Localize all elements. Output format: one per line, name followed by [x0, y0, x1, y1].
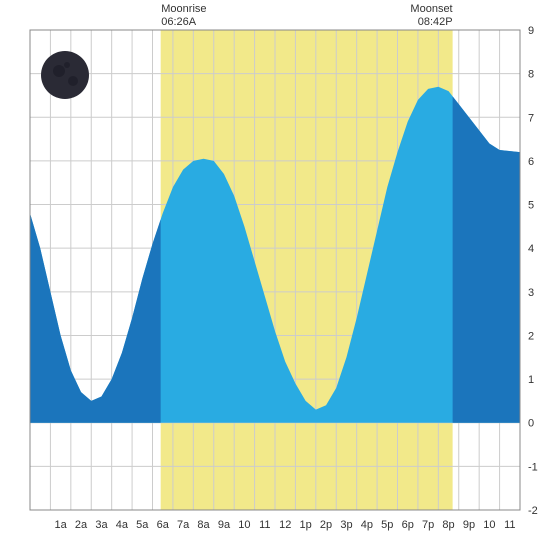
x-tick-label: 11	[504, 519, 515, 531]
x-tick-label: 3p	[340, 519, 352, 531]
x-tick-label: 2a	[75, 519, 88, 531]
y-tick-label: -2	[528, 505, 538, 517]
x-tick-label: 4p	[361, 519, 373, 531]
x-tick-label: 1a	[55, 519, 68, 531]
x-tick-label: 12	[279, 519, 291, 531]
y-tick-label: 7	[528, 112, 534, 124]
y-tick-label: 9	[528, 25, 534, 37]
x-tick-label: 8a	[197, 519, 210, 531]
x-tick-label: 11	[259, 519, 270, 531]
tide-area-night-am	[30, 213, 161, 422]
y-tick-label: 1	[528, 374, 534, 386]
x-tick-label: 6a	[157, 519, 170, 531]
y-tick-label: 8	[528, 69, 534, 81]
y-tick-label: 0	[528, 418, 534, 430]
x-tick-label: 9a	[218, 519, 231, 531]
y-tick-label: 6	[528, 156, 534, 168]
x-tick-label: 7p	[422, 519, 434, 531]
moon-icon	[41, 51, 89, 99]
x-tick-label: 7a	[177, 519, 190, 531]
moonset-label: Moonset	[410, 3, 452, 15]
y-tick-label: 5	[528, 200, 534, 212]
x-tick-label: 9p	[463, 519, 475, 531]
moonrise-label: Moonrise	[161, 3, 206, 15]
y-tick-label: 2	[528, 330, 534, 342]
y-tick-label: 3	[528, 287, 534, 299]
y-tick-label: 4	[528, 243, 534, 255]
moonset-time: 08:42P	[418, 16, 453, 28]
x-tick-label: 5a	[136, 519, 149, 531]
x-tick-label: 10	[238, 519, 250, 531]
tide-area-night-pm	[453, 96, 520, 422]
x-tick-label: 5p	[381, 519, 393, 531]
x-tick-label: 8p	[442, 519, 454, 531]
moonrise-time: 06:26A	[161, 16, 197, 28]
tide-chart: -2-101234567891a2a3a4a5a6a7a8a9a1011121p…	[0, 0, 550, 550]
x-tick-label: 1p	[300, 519, 312, 531]
x-tick-label: 3a	[95, 519, 108, 531]
x-tick-label: 2p	[320, 519, 332, 531]
x-tick-label: 6p	[402, 519, 414, 531]
x-tick-label: 4a	[116, 519, 129, 531]
x-tick-label: 10	[483, 519, 495, 531]
chart-svg: -2-101234567891a2a3a4a5a6a7a8a9a1011121p…	[0, 0, 550, 550]
y-tick-label: -1	[528, 461, 538, 473]
